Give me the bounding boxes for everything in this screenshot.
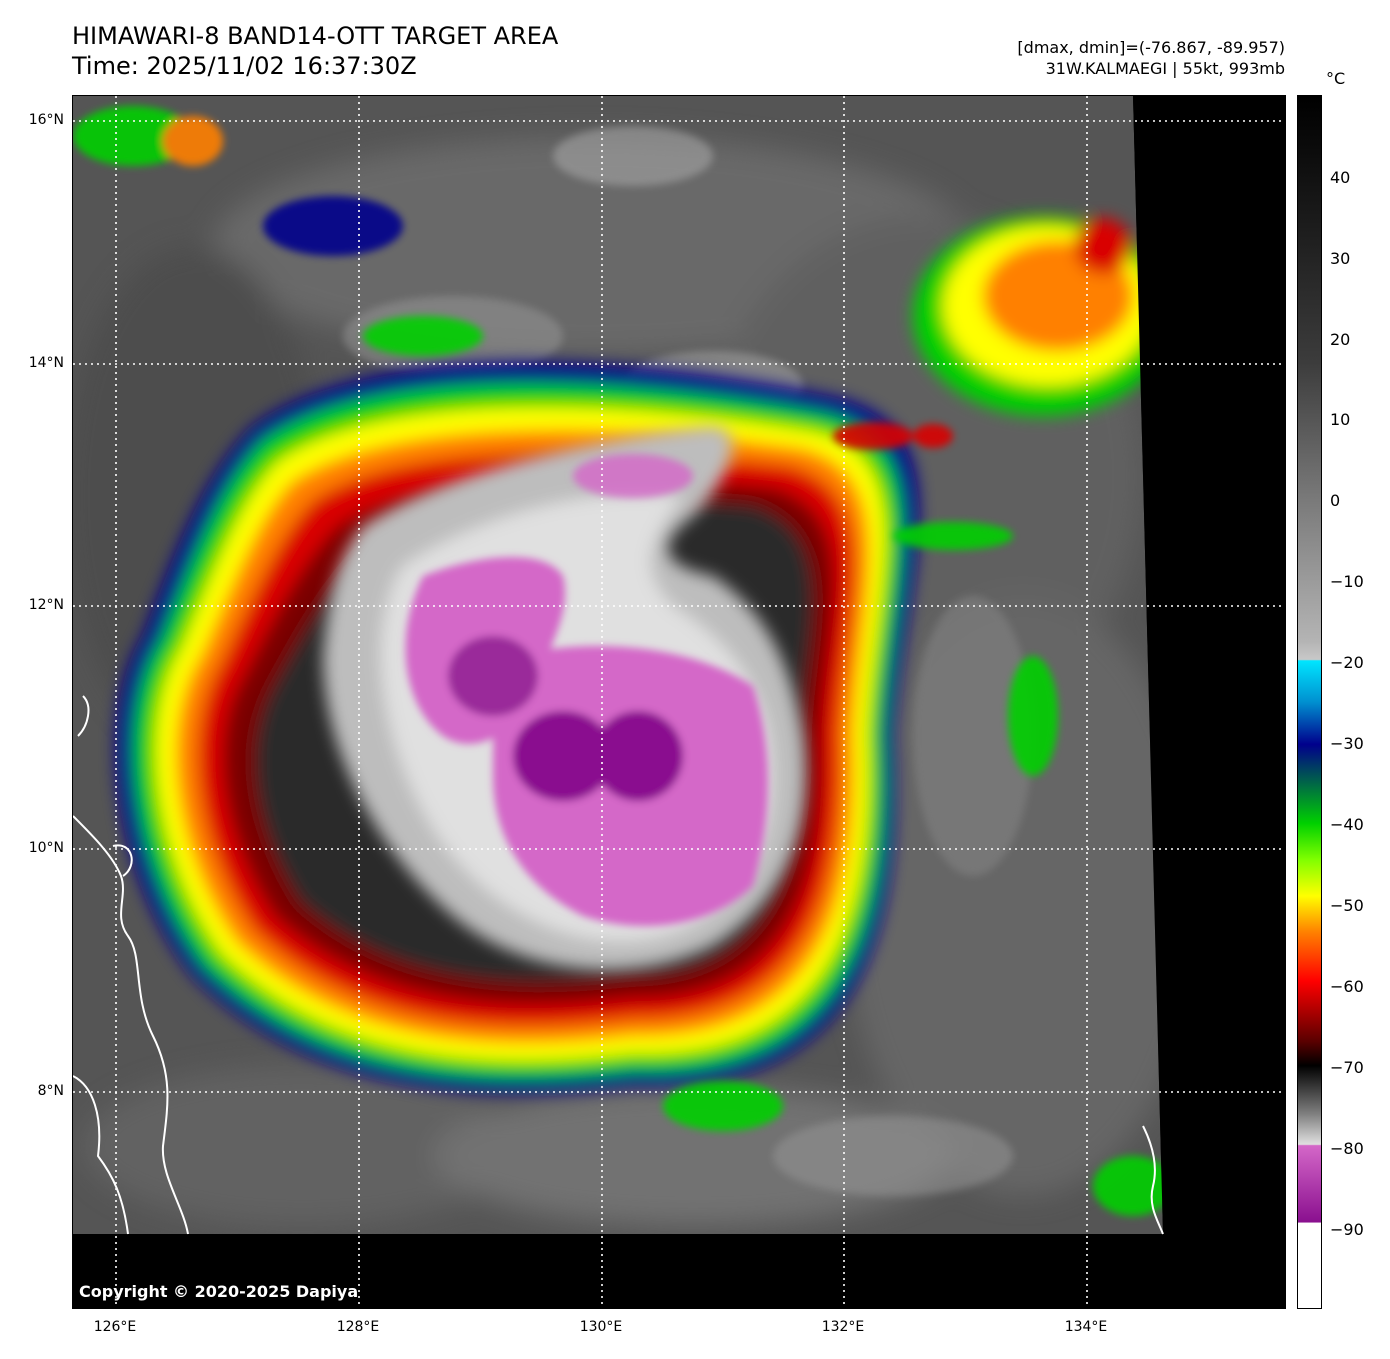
colorbar-tick-minus90: −90 — [1330, 1220, 1364, 1239]
lon-label-126: 126°E — [93, 1319, 137, 1335]
coastline — [73, 695, 1164, 1235]
lat-label-10: 10°N — [28, 840, 64, 856]
colorbar-unit: °C — [1326, 69, 1346, 88]
colorbar-tick-minus20: −20 — [1330, 653, 1364, 672]
colorbar-tick-10: 10 — [1330, 410, 1351, 429]
chart-title: HIMAWARI-8 BAND14-OTT TARGET AREA — [72, 22, 559, 50]
colorbar-tick-0: 0 — [1330, 491, 1341, 510]
colorbar-tick-minus30: −30 — [1330, 734, 1364, 753]
lon-label-134: 134°E — [1064, 1319, 1108, 1335]
satellite-image — [73, 96, 1285, 1308]
satellite-map: Copyright © 2020-2025 Dapiya — [72, 95, 1286, 1309]
lon-label-132: 132°E — [821, 1319, 865, 1335]
chart-time: Time: 2025/11/02 16:37:30Z — [72, 52, 417, 80]
lon-label-128: 128°E — [336, 1319, 380, 1335]
lat-label-16: 16°N — [28, 112, 64, 128]
colorbar — [1297, 95, 1322, 1309]
colorbar-tick-40: 40 — [1330, 168, 1351, 187]
colorbar-tick-30: 30 — [1330, 249, 1351, 268]
colorbar-tick-minus50: −50 — [1330, 896, 1364, 915]
colorbar-tick-minus40: −40 — [1330, 815, 1364, 834]
colorbar-tick-20: 20 — [1330, 330, 1351, 349]
colorbar-tick-minus80: −80 — [1330, 1139, 1364, 1158]
no-data-region — [73, 96, 1285, 1308]
copyright-notice: Copyright © 2020-2025 Dapiya — [79, 1282, 359, 1301]
lat-label-8: 8°N — [37, 1083, 64, 1099]
colorbar-tick-minus70: −70 — [1330, 1058, 1364, 1077]
colorbar-tick-minus60: −60 — [1330, 977, 1364, 996]
lat-label-14: 14°N — [28, 355, 64, 371]
graticule — [73, 96, 1285, 1308]
lon-label-130: 130°E — [579, 1319, 623, 1335]
lat-label-12: 12°N — [28, 597, 64, 613]
colorbar-tick-minus10: −10 — [1330, 572, 1364, 591]
storm-info: 31W.KALMAEGI | 55kt, 993mb — [1045, 59, 1285, 78]
temperature-range: [dmax, dmin]=(-76.867, -89.957) — [1017, 38, 1285, 57]
